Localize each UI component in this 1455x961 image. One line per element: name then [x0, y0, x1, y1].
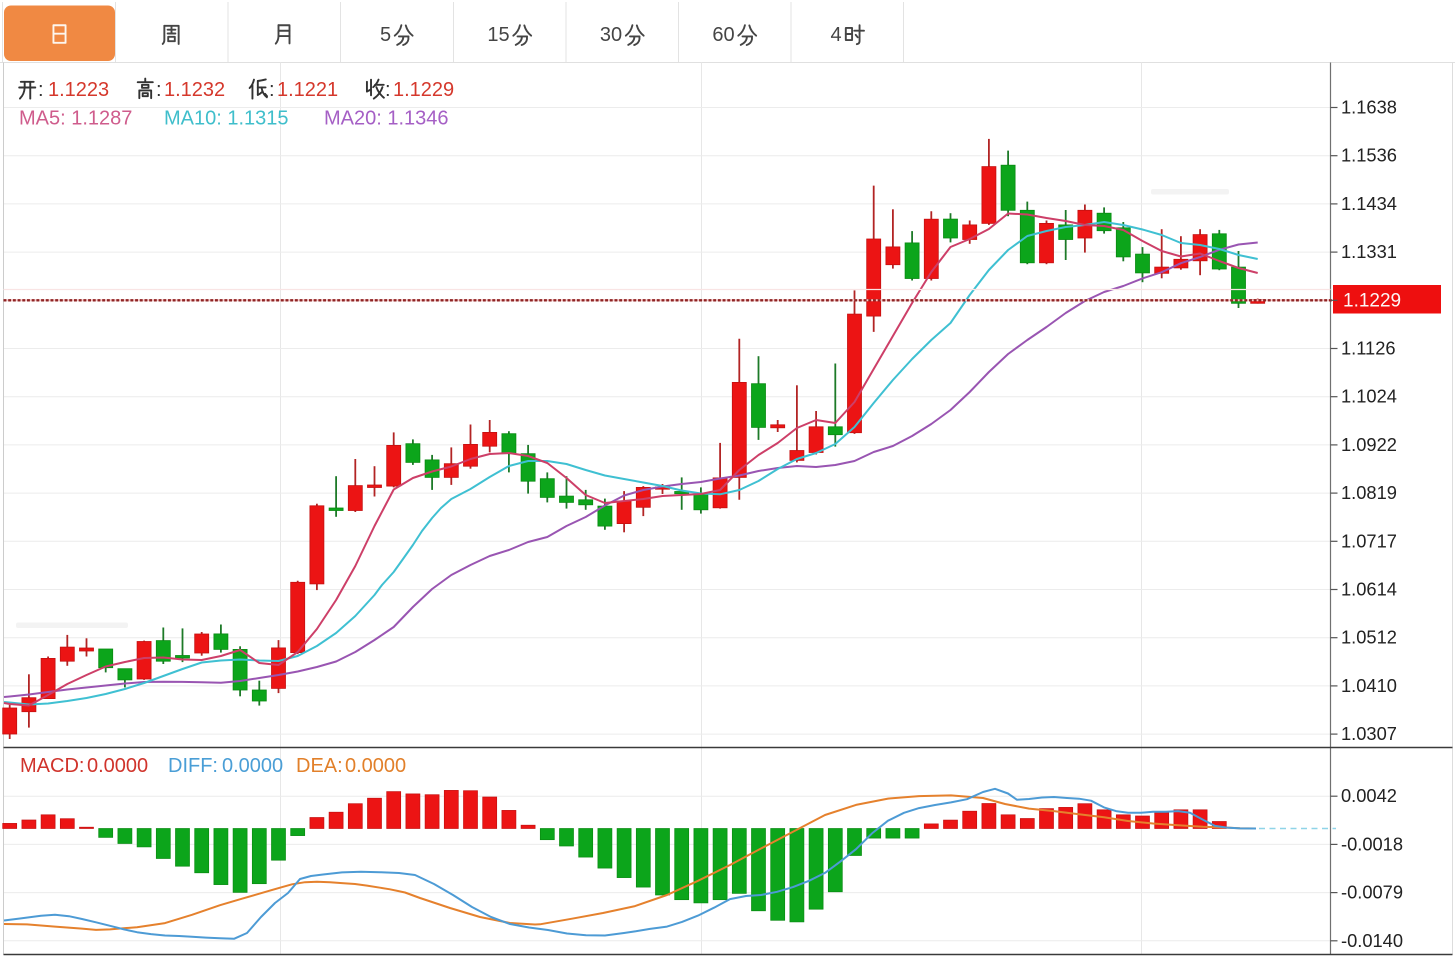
svg-text:1.0410: 1.0410: [1341, 675, 1397, 696]
svg-text:1.1232: 1.1232: [164, 79, 225, 101]
svg-text:1.1024: 1.1024: [1341, 386, 1397, 407]
svg-text:MA20: 1.1346: MA20: 1.1346: [324, 108, 449, 130]
svg-text::: :: [156, 79, 162, 101]
svg-text:MACD:: MACD:: [20, 755, 84, 777]
svg-text:60: 60: [712, 24, 734, 46]
svg-text:0.0000: 0.0000: [222, 755, 283, 777]
svg-text:0.0042: 0.0042: [1341, 785, 1397, 806]
svg-text::: :: [385, 79, 391, 101]
svg-text:1.0922: 1.0922: [1341, 434, 1397, 455]
svg-text:30: 30: [600, 24, 622, 46]
svg-text:1.1536: 1.1536: [1341, 145, 1397, 166]
svg-text::: :: [269, 79, 275, 101]
svg-text:0.0000: 0.0000: [345, 755, 406, 777]
svg-text:1.1638: 1.1638: [1341, 97, 1397, 118]
svg-text:1.0512: 1.0512: [1341, 627, 1397, 648]
svg-text:1.1223: 1.1223: [48, 79, 109, 101]
svg-text:1.1331: 1.1331: [1341, 241, 1397, 262]
svg-text:1.1229: 1.1229: [1343, 291, 1401, 312]
svg-text:DIFF:: DIFF:: [168, 755, 218, 777]
svg-text:0.0000: 0.0000: [87, 755, 148, 777]
svg-text:4: 4: [830, 24, 841, 46]
svg-text:5: 5: [380, 24, 391, 46]
svg-text:DEA:: DEA:: [296, 755, 343, 777]
svg-text:15: 15: [487, 24, 509, 46]
svg-text:1.1434: 1.1434: [1341, 193, 1397, 214]
svg-text:1.1221: 1.1221: [277, 79, 338, 101]
svg-text:MA10: 1.1315: MA10: 1.1315: [164, 108, 289, 130]
svg-text:1.0717: 1.0717: [1341, 530, 1397, 551]
svg-text:MA5: 1.1287: MA5: 1.1287: [19, 108, 132, 130]
svg-text:1.0819: 1.0819: [1341, 482, 1397, 503]
svg-text:-0.0140: -0.0140: [1341, 930, 1403, 951]
svg-text::: :: [38, 79, 44, 101]
svg-text:1.0614: 1.0614: [1341, 579, 1397, 600]
svg-text:-0.0018: -0.0018: [1341, 833, 1403, 854]
svg-text:1.0307: 1.0307: [1341, 723, 1397, 744]
svg-text:1.1229: 1.1229: [393, 79, 454, 101]
svg-text:1.1126: 1.1126: [1341, 338, 1396, 359]
svg-text:-0.0079: -0.0079: [1341, 882, 1403, 903]
